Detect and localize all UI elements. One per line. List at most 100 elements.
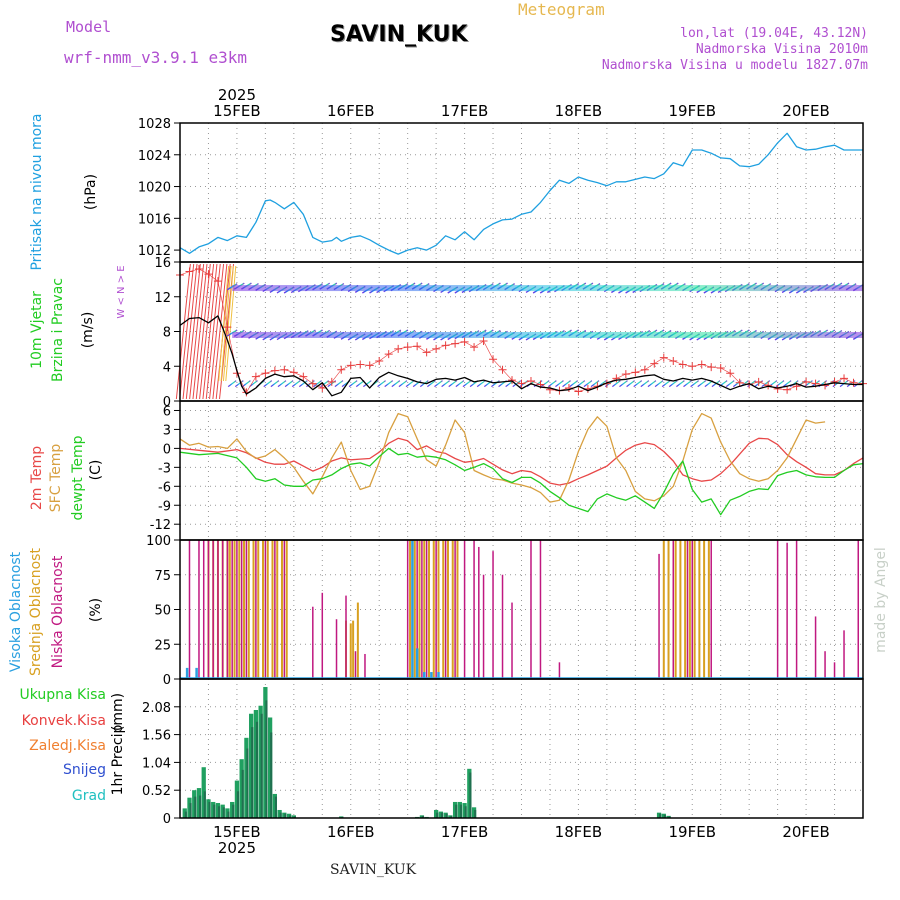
y-tick-label: 25 — [154, 638, 171, 653]
wind-hatch — [212, 263, 228, 400]
wind-barb — [626, 380, 635, 388]
footer-station: SAVIN_KUK — [330, 862, 417, 878]
wind-hatch — [209, 263, 225, 400]
mid-cloud-bar — [674, 540, 677, 679]
mid-cloud-bar — [247, 540, 250, 679]
low-cloud-bar — [814, 616, 817, 679]
mid-cloud-bar — [413, 540, 416, 679]
wind-barb — [427, 380, 436, 388]
mid-cloud-bar — [280, 540, 283, 679]
wind-barb — [668, 380, 678, 388]
low-cloud-bar — [406, 540, 409, 679]
mid-cloud-bar — [257, 540, 260, 679]
mid-cloud-bar — [423, 540, 426, 679]
low-cloud-bar — [335, 619, 338, 679]
wind-barb — [690, 380, 699, 388]
snow-precip-bar — [246, 748, 249, 818]
wind-barb — [405, 380, 415, 388]
snow-precip-bar — [265, 700, 268, 818]
y-tick-label: 1.56 — [142, 729, 171, 744]
total-precip-bar — [471, 807, 477, 818]
low-cloud-bar — [236, 540, 238, 679]
cloud-unit: (%) — [88, 598, 104, 622]
wind-barb — [249, 380, 258, 388]
wind-hatch — [189, 263, 205, 400]
mid-cloud-bar — [707, 540, 710, 679]
wind-barb — [612, 380, 621, 388]
y-tick-label: 1028 — [138, 117, 171, 132]
snow-precip-bar — [274, 796, 277, 818]
snow-precip-bar — [450, 815, 453, 818]
snow-precip-bar — [289, 815, 292, 818]
snow-precip-bar — [213, 804, 216, 818]
mid-cloud-bar — [432, 540, 435, 679]
y-tick-label: 1012 — [138, 244, 171, 259]
wind-barb — [725, 380, 735, 388]
y-tick-label: 4 — [163, 360, 171, 375]
low-cloud-bar — [425, 540, 428, 679]
mid-cloud-bar — [662, 540, 665, 679]
low-cloud-bar — [843, 630, 845, 679]
y-tick-label: 75 — [154, 569, 171, 584]
wind-barb-band — [232, 285, 864, 292]
low-cloud-bar — [539, 540, 542, 679]
low-cloud-bar — [833, 662, 836, 679]
y-tick-label: 1.04 — [142, 756, 171, 771]
day-label-bottom: 19FEB — [669, 823, 716, 841]
low-cloud-bar — [416, 540, 418, 679]
mid-cloud-bar — [451, 540, 454, 679]
low-cloud-bar — [221, 540, 224, 679]
model-elevation-label: Nadmorska Visina u modelu 1827.07m — [601, 58, 868, 73]
y-tick-label: 3 — [163, 423, 171, 438]
wind-barb — [562, 380, 571, 388]
y-tick-label: 0 — [163, 812, 171, 827]
snow-precip-bar — [279, 812, 282, 818]
low-cloud-bar — [478, 546, 480, 679]
mid-cloud-bar — [698, 540, 701, 679]
low-cloud-bar — [274, 540, 276, 679]
gust-line — [179, 268, 864, 393]
mid-cloud-bar — [437, 540, 440, 679]
wind-hatch — [205, 263, 221, 400]
y-tick-label: 6 — [163, 404, 171, 419]
low-cloud-bar — [354, 651, 357, 679]
wind-barb — [555, 380, 564, 388]
low-cloud-bar — [202, 540, 205, 679]
wind-barb — [640, 380, 650, 388]
day-label-bottom: 18FEB — [555, 823, 602, 841]
low-cloud-bar — [824, 651, 826, 679]
wind-barb — [697, 380, 707, 388]
y-tick-label: -9 — [158, 499, 171, 514]
day-label-bottom: 15FEB — [213, 823, 260, 841]
temp-ylabel-2: SFC Temp — [48, 444, 64, 513]
y-tick-label: 1024 — [138, 149, 171, 164]
y-tick-label: 0 — [163, 673, 171, 688]
wind-hatch — [195, 263, 211, 400]
wind-barb — [491, 380, 500, 388]
model-name: wrf-nmm_v3.9.1 e3km — [64, 48, 248, 67]
low-cloud-bar — [691, 540, 693, 679]
low-cloud-bar — [240, 540, 243, 679]
wind-barb — [291, 380, 301, 388]
low-cloud-bar — [658, 553, 660, 679]
wind-hatch — [222, 265, 234, 382]
wind-barb — [298, 380, 308, 388]
low-cloud-bar — [482, 574, 485, 679]
dewpt-line — [179, 447, 864, 516]
wind-barb — [362, 380, 372, 388]
wind-barb — [654, 380, 664, 388]
snow-precip-bar — [436, 812, 439, 818]
wind-barb — [512, 380, 522, 388]
wind-unit: (m/s) — [80, 312, 96, 349]
total-precip-bar — [258, 705, 263, 818]
low-cloud-bar — [421, 540, 423, 679]
low-cloud-bar — [264, 540, 267, 679]
wind-barb — [277, 380, 287, 388]
low-cloud-bar — [795, 540, 798, 679]
wind-barb — [384, 380, 394, 388]
lonlat-label: lon,lat (19.04E, 43.12N) — [680, 26, 868, 41]
y-tick-label: -12 — [150, 518, 171, 533]
total-precip-bar — [182, 808, 187, 818]
low-cloud-bar — [454, 540, 456, 679]
snow-precip-bar — [255, 721, 259, 818]
